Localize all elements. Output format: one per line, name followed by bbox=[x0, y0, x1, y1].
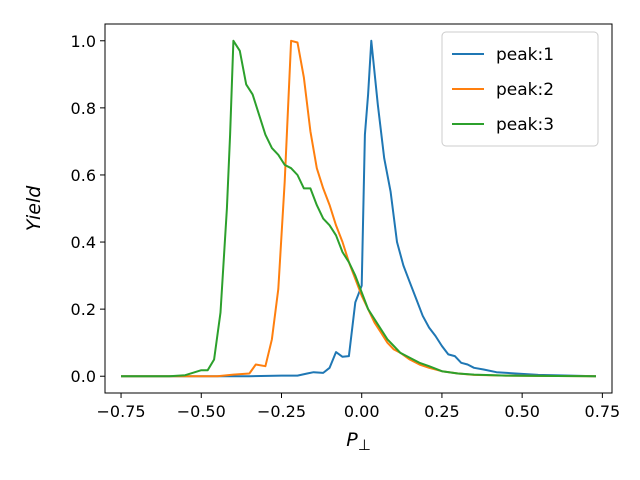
x-tick-label: −0.75 bbox=[97, 402, 146, 421]
x-tick-label: 0.00 bbox=[344, 402, 380, 421]
legend-label-1: peak:1 bbox=[496, 45, 554, 65]
x-axis-label: P⊥ bbox=[346, 429, 371, 454]
x-tick-label: 0.75 bbox=[585, 402, 621, 421]
plot-lines bbox=[121, 39, 597, 378]
legend-label-2: peak:2 bbox=[496, 80, 554, 100]
x-tick-label: 0.50 bbox=[504, 402, 540, 421]
legend: peak:1 peak:2 peak:3 bbox=[441, 31, 599, 147]
y-tick-label: 0.0 bbox=[71, 367, 96, 386]
x-axis-label-main: P bbox=[346, 429, 358, 451]
series-line-2 bbox=[121, 39, 597, 378]
y-tick-label: 0.8 bbox=[71, 99, 96, 118]
y-axis-ticks: 0.0 0.2 0.4 0.6 0.8 1.0 bbox=[71, 32, 105, 386]
y-tick-label: 0.4 bbox=[71, 233, 96, 252]
axes-frame bbox=[104, 23, 613, 394]
y-tick-label: 0.6 bbox=[71, 166, 96, 185]
series-line-3 bbox=[121, 39, 597, 378]
y-tick-label: 1.0 bbox=[71, 32, 96, 51]
x-axis-label-subscript: ⊥ bbox=[358, 436, 371, 454]
x-tick-label: −0.50 bbox=[177, 402, 226, 421]
x-tick-label: 0.25 bbox=[424, 402, 460, 421]
legend-label-3: peak:3 bbox=[496, 115, 554, 135]
x-axis-ticks: −0.75 −0.50 −0.25 0.00 0.25 0.50 0.75 bbox=[97, 393, 621, 421]
y-axis-label: Yield bbox=[23, 185, 45, 232]
legend-box bbox=[441, 31, 599, 147]
series-line-1 bbox=[121, 39, 597, 378]
x-tick-label: −0.25 bbox=[257, 402, 306, 421]
y-tick-label: 0.2 bbox=[71, 300, 96, 319]
